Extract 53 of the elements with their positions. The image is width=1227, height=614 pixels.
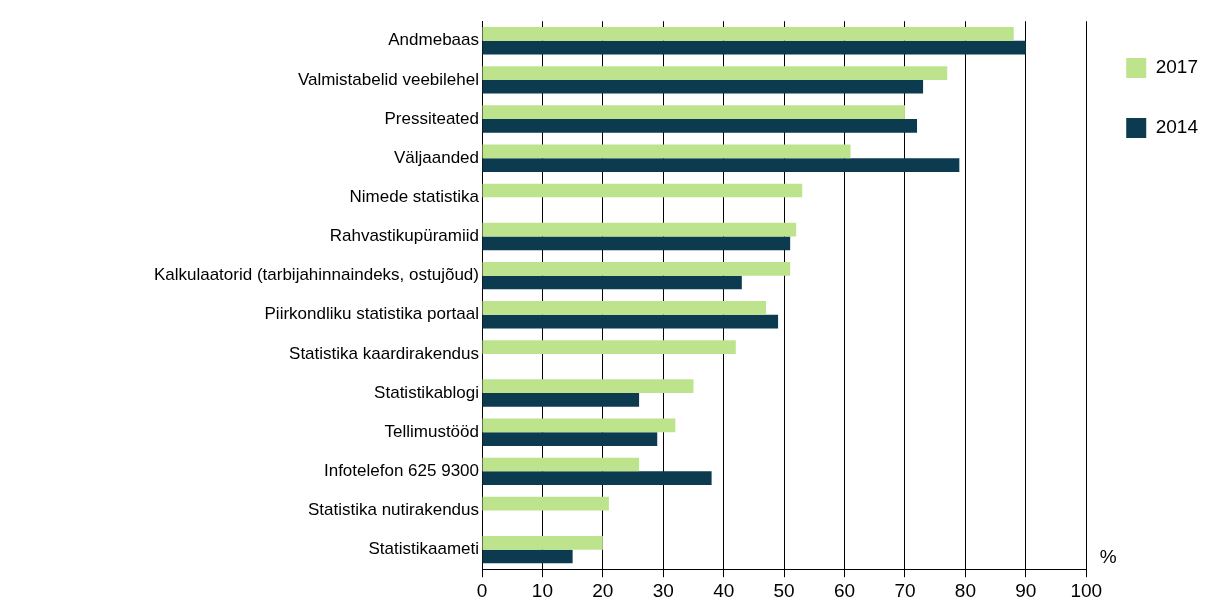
bar <box>482 393 640 407</box>
bar <box>482 105 905 120</box>
bar <box>482 66 948 80</box>
bar <box>482 496 609 511</box>
bar <box>482 144 851 159</box>
bar <box>482 340 736 354</box>
y-tick-label: Statistikablogi <box>374 382 479 402</box>
bar <box>482 457 640 472</box>
bar <box>482 183 803 198</box>
y-tick-label: Statistika kaardirakendus <box>289 343 479 363</box>
bar <box>482 27 1014 41</box>
bar <box>482 535 603 550</box>
x-tick-label: 0 <box>476 579 488 601</box>
bar <box>482 79 924 94</box>
bar <box>482 119 918 133</box>
bar <box>482 275 742 290</box>
bar <box>482 261 791 276</box>
y-tick-label: Rahvastikupüramiid <box>329 226 479 246</box>
x-tick-label: 20 <box>592 579 614 601</box>
bar <box>482 236 791 251</box>
x-tick-label: 80 <box>954 579 976 601</box>
y-tick-label: Valmistabelid veebilehel <box>297 69 479 89</box>
x-tick-label: 50 <box>773 579 795 601</box>
bar <box>482 301 766 315</box>
bar <box>482 222 797 237</box>
bar <box>482 158 960 172</box>
x-tick-label: 90 <box>1015 579 1037 601</box>
y-tick-label: Kalkulaatorid (tarbijahinnaindeks, ostujõud) <box>153 265 479 285</box>
x-tick-label: 10 <box>531 579 553 601</box>
bar <box>482 471 712 486</box>
y-tick-label: Väljaanded <box>393 147 479 167</box>
y-tick-label: Piirkondliku statistika portaal <box>264 304 479 324</box>
x-tick-label: 40 <box>713 579 735 601</box>
legend-label: 2017 <box>1155 56 1199 78</box>
x-tick-label: 100 <box>1070 579 1103 601</box>
bar <box>482 40 1026 55</box>
y-tick-label: Tellimustööd <box>384 421 479 441</box>
x-tick-label: 70 <box>894 579 916 601</box>
legend-label: 2014 <box>1155 116 1199 138</box>
x-tick-label: 60 <box>833 579 856 601</box>
bar <box>482 418 676 433</box>
y-tick-label: Nimede statistika <box>349 187 480 207</box>
x-tick-label: 30 <box>652 579 674 601</box>
y-tick-label: Pressiteated <box>384 108 479 128</box>
bar <box>482 314 779 329</box>
y-tick-label: Statistikaameti <box>368 539 479 559</box>
bar <box>482 549 573 564</box>
y-tick-label: Statistika nutirakendus <box>307 500 479 520</box>
y-tick-label: Andmebaas <box>388 30 479 50</box>
bar <box>482 379 694 394</box>
x-axis-title: % <box>1099 545 1117 567</box>
y-tick-label: Infotelefon 625 9300 <box>323 461 479 481</box>
bar <box>482 432 658 446</box>
